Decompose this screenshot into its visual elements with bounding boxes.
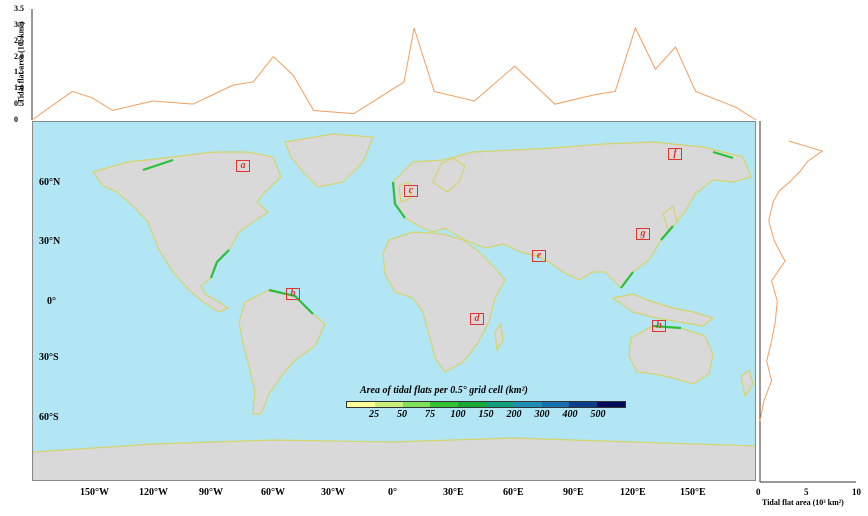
legend-label-4: 150 — [478, 409, 494, 420]
legend-swatch-3 — [430, 402, 459, 407]
greenland — [284, 133, 374, 188]
legend-swatch-0 — [347, 402, 375, 407]
right-chart-xlabel: Tidal flat area (10³ km²) — [762, 498, 844, 507]
lon-label-60w: 60°W — [261, 487, 285, 498]
new-zealand — [740, 368, 754, 398]
north-america — [92, 151, 282, 313]
legend-swatch-2 — [402, 402, 431, 407]
top-chart-ytick-0: 0 — [14, 115, 18, 124]
lon-label-30e: 30°E — [443, 487, 464, 498]
lat-label-30s: 30°S — [39, 352, 59, 363]
site-box-a: a — [236, 160, 250, 172]
legend-label-0: 25 — [369, 409, 379, 420]
legend-label-5: 200 — [506, 409, 522, 420]
australia — [628, 325, 714, 385]
right-chart-xtick-1: 5 — [804, 487, 809, 497]
top-chart-ytick-5: 2.5 — [14, 35, 24, 45]
lat-label-60s: 60°S — [39, 412, 59, 423]
top-chart-ytick-1: 0.5 — [14, 99, 24, 109]
legend-swatch-9 — [597, 402, 625, 407]
lat-label-eq: 0° — [47, 296, 56, 307]
legend-label-2: 75 — [425, 409, 435, 420]
japan — [662, 204, 678, 234]
site-box-c: c — [404, 185, 418, 197]
lon-label-0: 0° — [388, 487, 397, 498]
scandinavia — [432, 157, 466, 193]
legend-swatch-5 — [485, 402, 514, 407]
lon-label-120e: 120°E — [620, 487, 646, 498]
top-chart-ytick-7: 3.5 — [14, 4, 24, 13]
africa — [382, 231, 506, 373]
legend-swatch-6 — [513, 402, 542, 407]
top-chart-ytick-6: 3.0 — [14, 19, 24, 29]
lon-label-150e: 150°E — [680, 487, 706, 498]
right-chart-xtick-0: 0 — [756, 487, 761, 497]
lat-label-60n: 60°N — [39, 177, 61, 188]
legend-label-8: 500 — [590, 409, 606, 420]
world-map: 60°N 30°N 0° 30°S 60°S — [32, 121, 756, 481]
south-america — [238, 289, 326, 415]
site-box-f: f — [668, 148, 682, 160]
madagascar — [494, 322, 504, 352]
lon-label-150w: 150°W — [80, 487, 109, 498]
legend-label-1: 50 — [397, 409, 407, 420]
right-chart-series-line — [759, 140, 824, 422]
world-map-svg — [33, 133, 755, 480]
southeast-asia-islands — [611, 293, 715, 327]
right-chart-xtick-2: 10 — [852, 487, 861, 497]
eurasia — [392, 141, 752, 289]
right-chart-plot — [759, 121, 856, 483]
site-box-b: b — [286, 288, 300, 300]
legend-labels: 25 50 75 100 150 200 300 400 500 — [346, 409, 626, 421]
top-chart-ytick-3: 1.5 — [14, 67, 24, 77]
site-box-e: e — [532, 250, 546, 262]
lon-label-90e: 90°E — [563, 487, 584, 498]
lon-label-30w: 30°W — [321, 487, 345, 498]
legend-label-3: 100 — [450, 409, 466, 420]
legend-swatch-4 — [458, 402, 486, 407]
legend-label-6: 300 — [534, 409, 550, 420]
lon-label-60e: 60°E — [503, 487, 524, 498]
legend-colorbar — [346, 401, 626, 408]
top-chart-series-line — [31, 26, 757, 121]
site-box-h: h — [652, 320, 666, 332]
legend-title: Area of tidal flats per 0.5° grid cell (… — [360, 385, 528, 396]
site-box-g: g — [636, 228, 650, 240]
top-chart-ytick-2: 1.0 — [14, 83, 24, 93]
legend-label-7: 400 — [562, 409, 578, 420]
antarctica — [33, 437, 755, 480]
tidal-flat-coasts — [142, 150, 734, 330]
legend-swatch-1 — [374, 402, 403, 407]
top-chart-plot — [31, 9, 757, 121]
top-chart-ytick-4: 2.0 — [14, 51, 24, 61]
top-chart: Tidal flat area (10³ km²) 0 0.5 1.0 1.5 2.0 2… — [0, 0, 868, 124]
landmasses — [33, 133, 755, 480]
lat-label-30n: 30°N — [39, 236, 61, 247]
united-kingdom — [398, 181, 412, 203]
lon-label-120w: 120°W — [139, 487, 168, 498]
legend-swatch-7 — [541, 402, 570, 407]
site-box-d: d — [470, 313, 484, 325]
legend-swatch-8 — [569, 402, 598, 407]
lon-label-90w: 90°W — [199, 487, 223, 498]
